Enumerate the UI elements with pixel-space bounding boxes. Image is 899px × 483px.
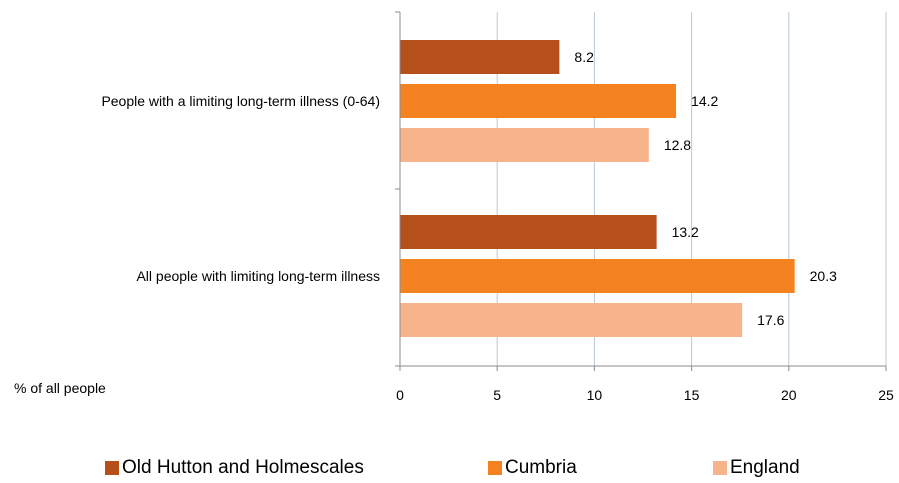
data-label-1-1: 20.3 <box>810 268 837 284</box>
bar-1-1 <box>400 259 795 293</box>
legend-item-old-hutton: Old Hutton and Holmescales <box>105 457 364 479</box>
bar-1-0 <box>400 215 657 249</box>
bar-0-0 <box>400 40 560 74</box>
legend-item-england: England <box>713 457 800 479</box>
legend-item-cumbria: Cumbria <box>488 457 577 479</box>
category-label-1: All people with limiting long-term illne… <box>136 268 380 284</box>
data-label-0-2: 12.8 <box>664 137 691 153</box>
legend-label-england: England <box>730 457 800 478</box>
bar-chart: 8.2 14.2 12.8 People with a limiting long-t… <box>101 11 894 403</box>
tick-label-15: 15 <box>684 387 700 403</box>
labels: 8.2 14.2 12.8 People with a limiting long-t… <box>101 49 894 403</box>
legend-swatch-england <box>713 461 727 475</box>
legend-label-cumbria: Cumbria <box>505 457 577 478</box>
tick-label-0: 0 <box>396 387 404 403</box>
axis <box>395 11 887 371</box>
bar-0-1 <box>400 84 677 118</box>
tick-label-5: 5 <box>493 387 501 403</box>
category-label-0: People with a limiting long-term illness… <box>101 93 380 109</box>
data-label-0-1: 14.2 <box>691 93 718 109</box>
legend-swatch-old-hutton <box>105 461 119 475</box>
legend: Old Hutton and Holmescales Cumbria Engla… <box>0 457 899 479</box>
data-label-1-0: 13.2 <box>672 224 699 240</box>
tick-label-25: 25 <box>878 387 894 403</box>
bar-0-2 <box>400 128 649 162</box>
legend-label-old-hutton: Old Hutton and Holmescales <box>122 457 364 478</box>
data-label-0-0: 8.2 <box>574 49 594 65</box>
tick-label-20: 20 <box>781 387 797 403</box>
legend-swatch-cumbria <box>488 461 502 475</box>
data-label-1-2: 17.6 <box>757 312 784 328</box>
tick-label-10: 10 <box>587 387 603 403</box>
x-axis-title: % of all people <box>14 380 106 396</box>
bars <box>400 40 795 337</box>
bar-1-2 <box>400 303 743 337</box>
